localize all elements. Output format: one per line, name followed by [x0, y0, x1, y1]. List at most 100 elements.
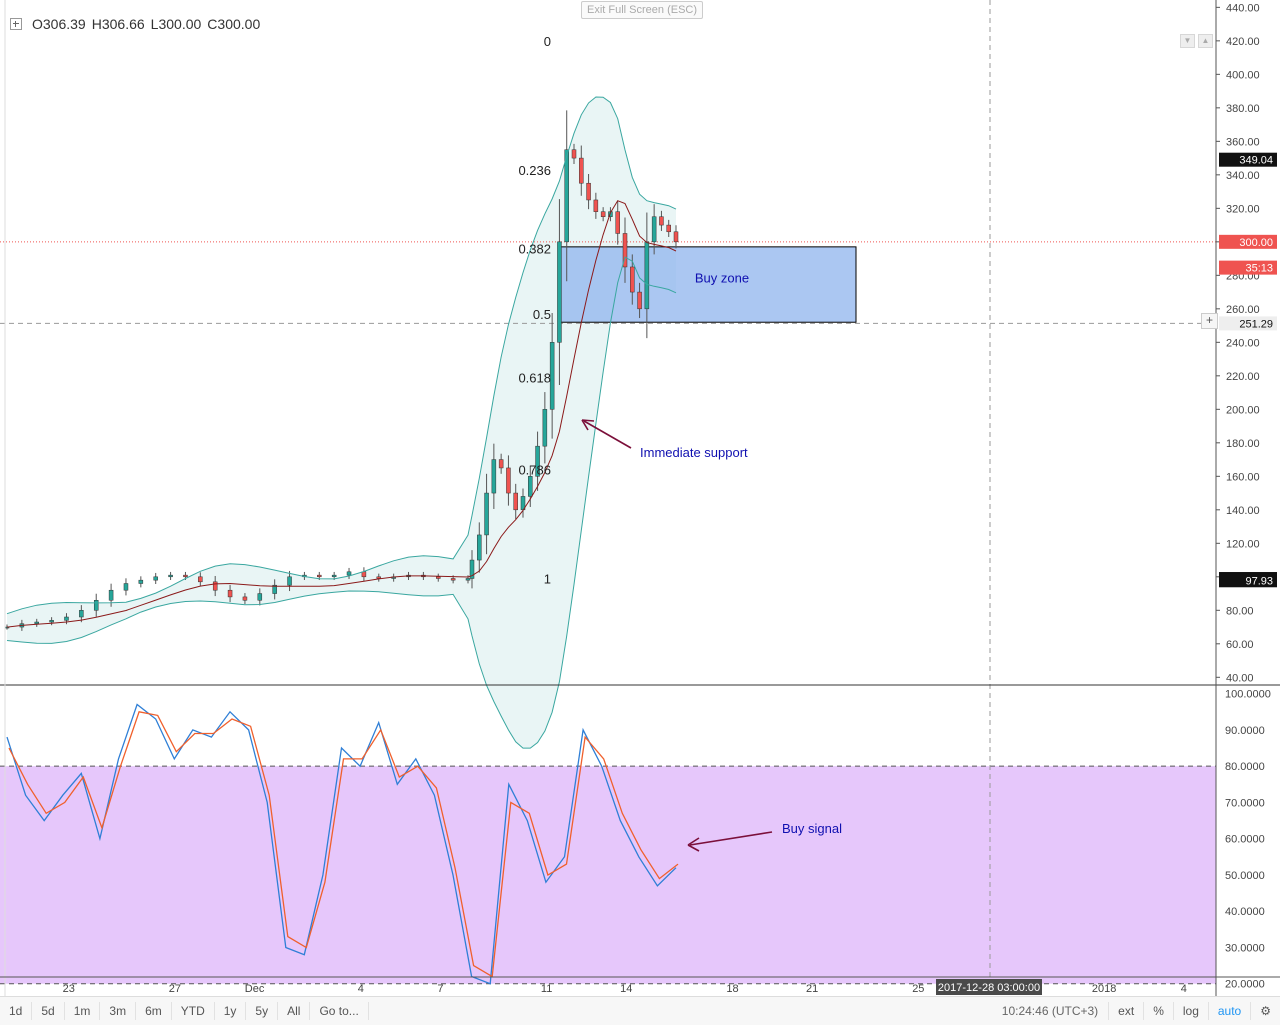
candle-body — [477, 534, 482, 561]
candle-body — [64, 616, 69, 621]
bottom-toolbar: 1d 5d 1m 3m 6m YTD 1y 5y All Go to... 10… — [0, 996, 1280, 1025]
price-tick-label: 360.00 — [1226, 136, 1260, 148]
candle-body — [465, 578, 471, 581]
log-toggle[interactable]: log — [1172, 1002, 1208, 1020]
candle-body — [93, 600, 99, 611]
range-ytd-button[interactable]: YTD — [172, 1002, 215, 1020]
time-tick-label: 25 — [912, 983, 924, 995]
arrow-down-icon[interactable]: ▼ — [1180, 34, 1195, 48]
fib-label: 0.5 — [533, 307, 551, 322]
stoch-tick-label: 80.0000 — [1225, 761, 1265, 773]
time-tick-label: 14 — [620, 983, 632, 995]
candle-body — [183, 574, 188, 578]
price-tick-label: 260.00 — [1226, 304, 1260, 316]
candle-body — [153, 576, 158, 581]
time-tick-label: 4 — [1181, 983, 1187, 995]
chart-canvas[interactable]: 0 0.236 0.382 0.5 0.618 0.786 1 Buy zone Immedi… — [0, 0, 1280, 996]
candle-body — [571, 149, 577, 159]
range-all-button[interactable]: All — [278, 1002, 311, 1020]
range-5d-button[interactable]: 5d — [32, 1002, 65, 1020]
percent-toggle[interactable]: % — [1143, 1002, 1173, 1020]
candle-body — [227, 589, 233, 598]
candle-body — [622, 233, 628, 268]
candle-body — [79, 610, 84, 618]
range-1m-button[interactable]: 1m — [65, 1002, 101, 1020]
time-tick-label: 2018 — [1092, 983, 1116, 995]
price-tick-label: 120.00 — [1226, 538, 1260, 550]
fib-label: 0.618 — [518, 370, 551, 385]
auto-toggle[interactable]: auto — [1207, 1002, 1250, 1020]
gear-icon[interactable]: ⚙ — [1250, 1002, 1280, 1020]
candle-body — [666, 224, 671, 233]
stoch-tick-label: 90.0000 — [1225, 725, 1265, 737]
candle-body — [600, 211, 606, 217]
time-tick-label: 11 — [541, 983, 552, 995]
price-tick-label: 40.00 — [1226, 672, 1254, 684]
price-tick-label: 180.00 — [1226, 438, 1260, 450]
stoch-d-line — [8, 711, 679, 978]
add-alert-icon[interactable]: + — [1201, 313, 1218, 329]
ohlc-legend: O306.39 H306.66 L300.00 C300.00 — [10, 16, 260, 32]
range-5y-button[interactable]: 5y — [246, 1002, 279, 1020]
candle-body — [242, 596, 248, 601]
range-6m-button[interactable]: 6m — [136, 1002, 172, 1020]
stochastic-zone — [0, 766, 1216, 984]
candle-body — [287, 576, 292, 586]
candle-body — [506, 467, 511, 494]
ohlc-open: O306.39 — [32, 16, 86, 32]
buy-zone-label: Buy zone — [695, 271, 749, 286]
candle-body — [528, 476, 533, 497]
candle-body — [198, 576, 203, 583]
stoch-k-line — [6, 703, 677, 985]
candle-body — [168, 574, 173, 578]
fib-label: 0.382 — [518, 242, 551, 257]
price-tick-label: 320.00 — [1226, 203, 1260, 215]
candle-body — [123, 583, 129, 591]
candle-body — [513, 492, 518, 511]
candle-body — [673, 231, 679, 243]
expand-icon[interactable] — [10, 18, 22, 30]
fibonacci-levels: 0 0.236 0.382 0.5 0.618 0.786 1 — [518, 34, 551, 587]
range-3m-button[interactable]: 3m — [100, 1002, 137, 1020]
exit-fullscreen-button[interactable]: Exit Full Screen (ESC) — [581, 1, 704, 19]
stochastic-series — [6, 703, 679, 985]
range-1d-button[interactable]: 1d — [0, 1002, 33, 1020]
candle-body — [257, 593, 263, 601]
price-tag — [1219, 316, 1277, 331]
candle-body — [436, 576, 441, 579]
candle-body — [491, 459, 497, 494]
ohlc-close: C300.00 — [207, 16, 261, 32]
candle-body — [586, 182, 591, 201]
fib-label: 0.236 — [518, 163, 551, 178]
price-tick-label: 200.00 — [1226, 404, 1260, 416]
immediate-support-label: Immediate support — [640, 445, 748, 460]
candle-body — [138, 579, 144, 584]
stoch-tick-label: 60.0000 — [1225, 834, 1265, 846]
price-tag-label: 300.00 — [1239, 237, 1273, 249]
time-tick-label: Dec — [245, 983, 265, 995]
candle-body — [346, 571, 352, 576]
clock-display: 10:24:46 (UTC+3) — [1001, 1004, 1099, 1018]
range-1y-button[interactable]: 1y — [215, 1002, 247, 1020]
candle-body — [659, 216, 664, 226]
price-tick-label: 400.00 — [1226, 69, 1260, 81]
arrow-up-icon[interactable]: ▲ — [1198, 34, 1213, 48]
bollinger-upper — [6, 96, 677, 615]
time-tick-label: 27 — [169, 983, 181, 995]
price-tag — [1219, 260, 1277, 275]
price-tag-label: 251.29 — [1239, 318, 1273, 330]
price-tick-label: 380.00 — [1226, 103, 1260, 115]
ext-toggle[interactable]: ext — [1108, 1002, 1143, 1020]
crosshair-time-box — [936, 979, 1042, 995]
stoch-tick-label: 100.0000 — [1225, 689, 1271, 701]
price-tick-label: 80.00 — [1226, 605, 1254, 617]
price-tick-label: 440.00 — [1226, 2, 1260, 14]
price-tick-label: 240.00 — [1226, 337, 1260, 349]
support-arrow-head — [581, 419, 595, 431]
price-tick-label: 60.00 — [1226, 639, 1254, 651]
candle-body — [49, 620, 54, 623]
candle-body — [593, 199, 599, 212]
goto-button[interactable]: Go to... — [310, 1002, 369, 1020]
crosshair-time-label: 2017-12-28 03:00:00 — [938, 982, 1040, 994]
buy-signal-arrow — [689, 831, 773, 846]
